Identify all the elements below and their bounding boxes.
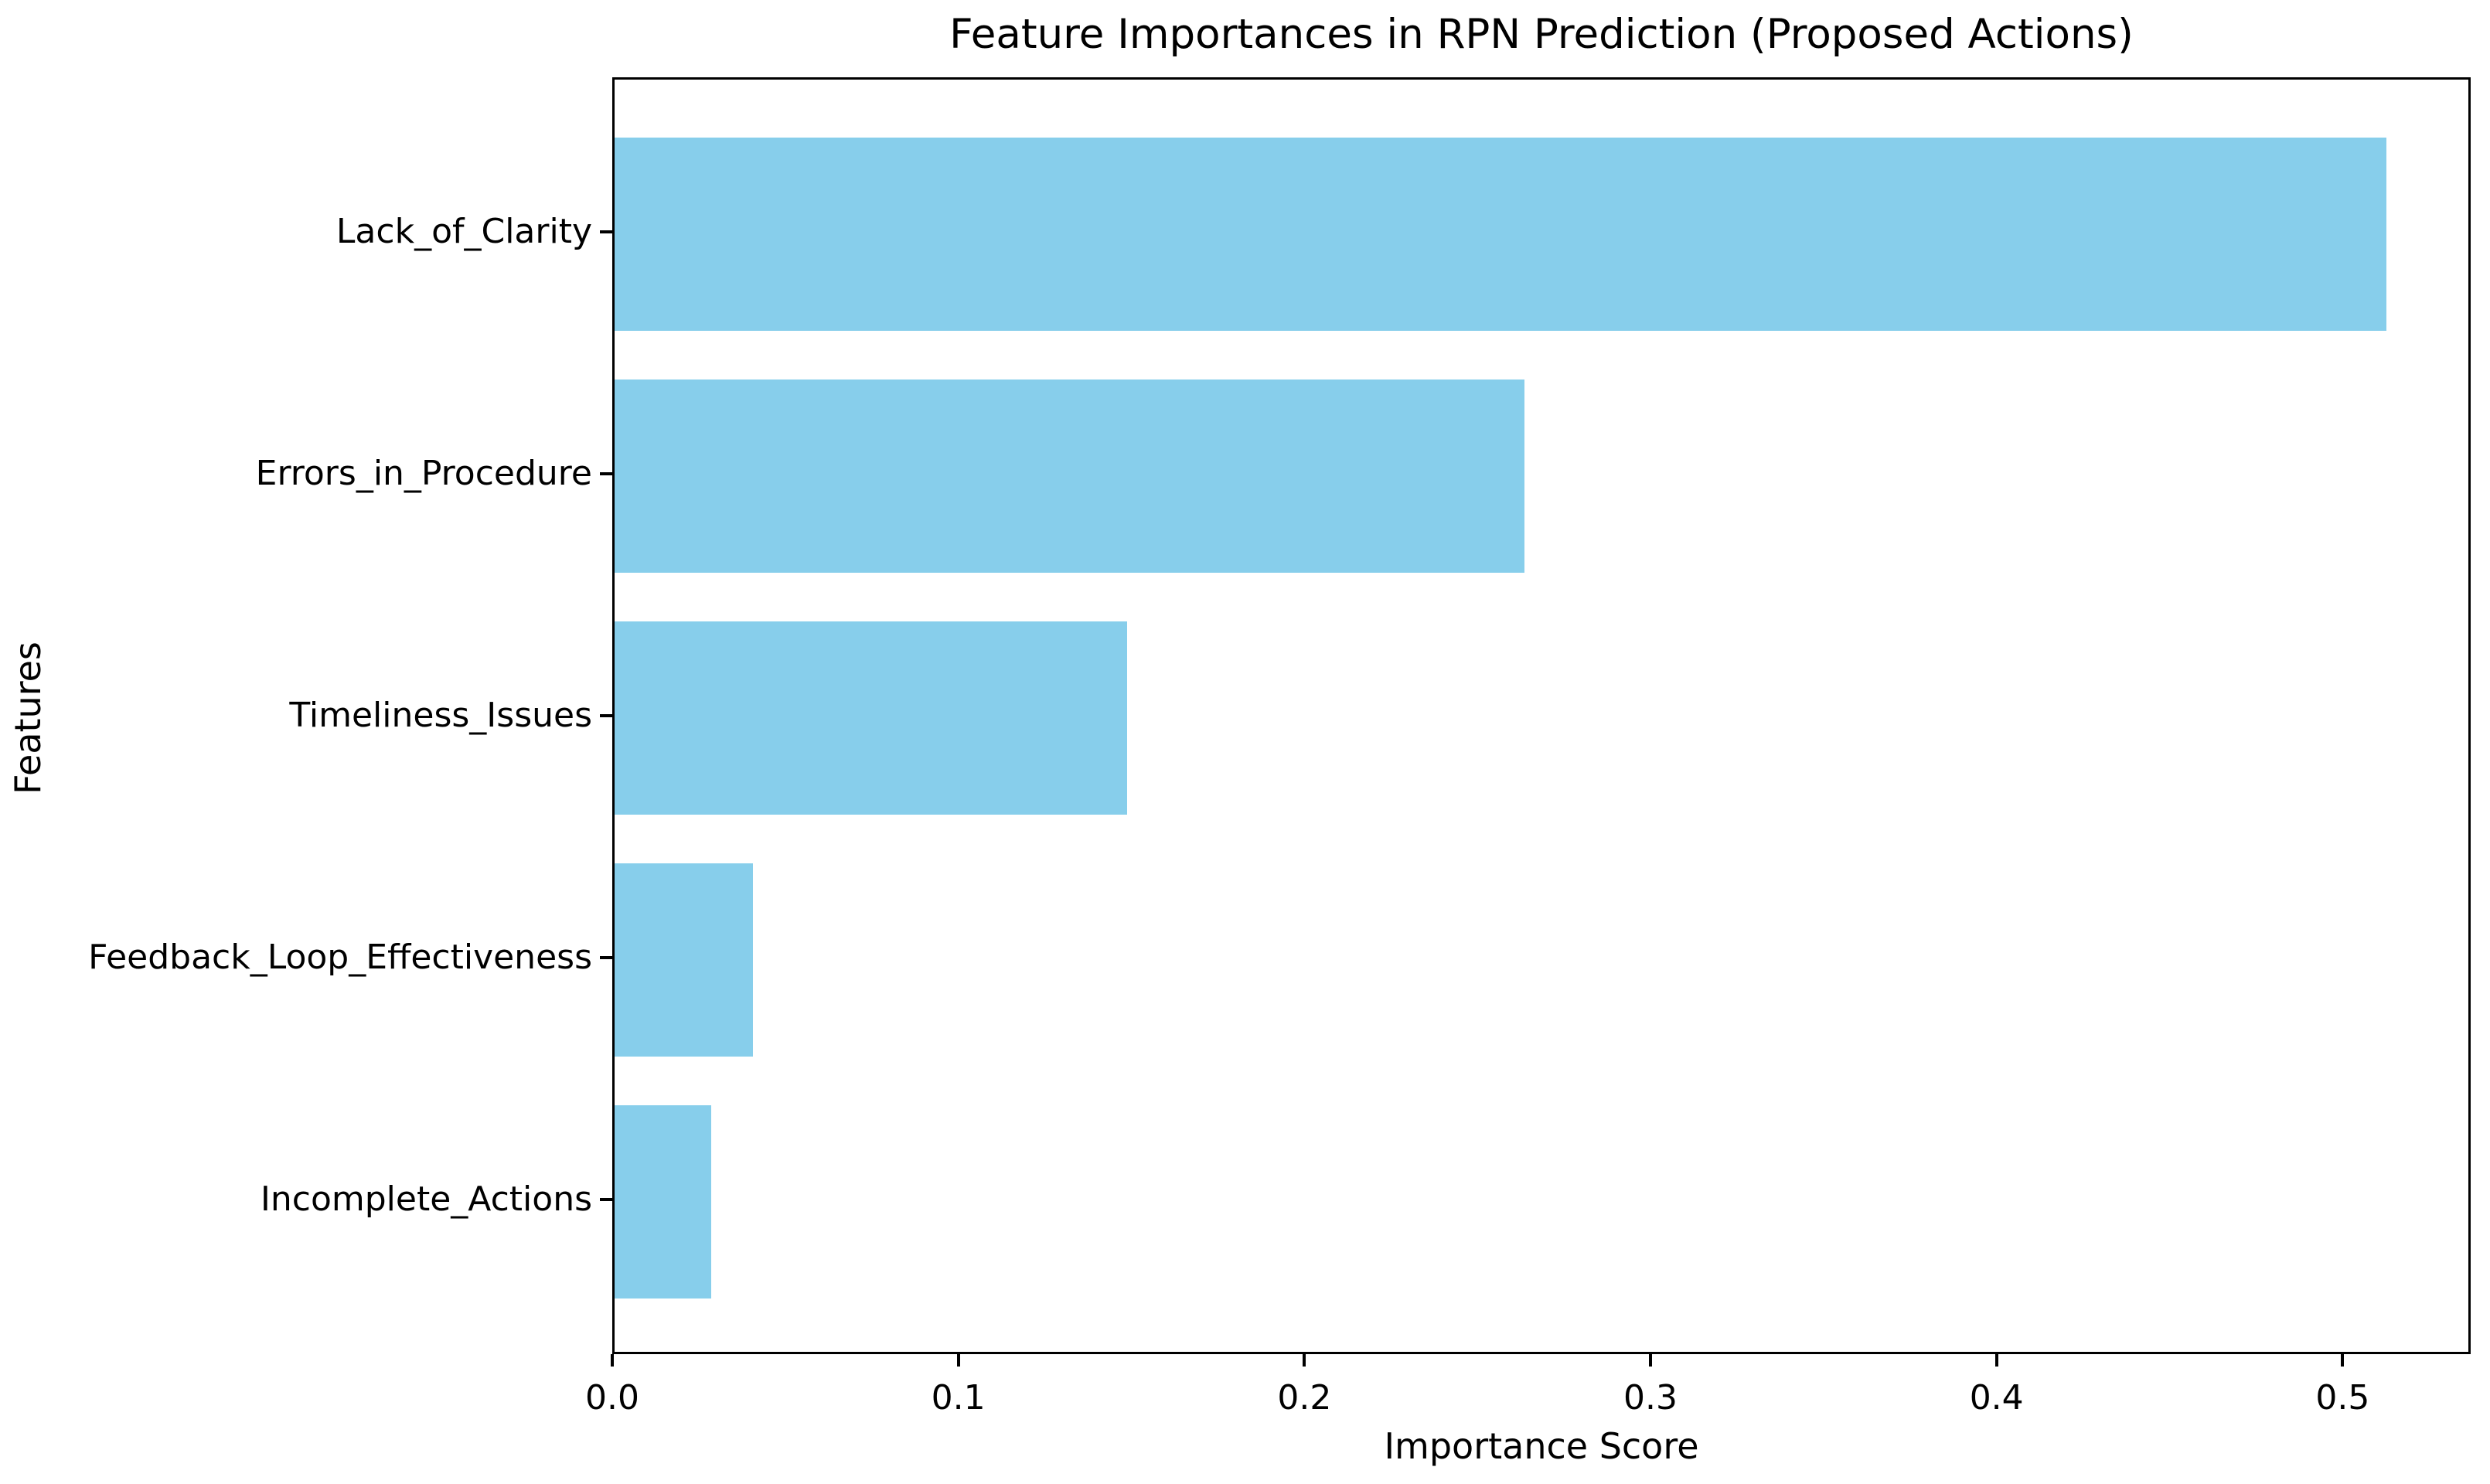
y-tick-label: Lack_of_Clarity (336, 212, 592, 251)
x-axis-label: Importance Score (1384, 1425, 1699, 1467)
x-tick (611, 1354, 614, 1367)
chart-title: Feature Importances in RPN Prediction (P… (949, 11, 2134, 58)
x-tick-label: 0.0 (585, 1378, 639, 1418)
x-tick (1994, 1354, 1998, 1367)
x-tick (1303, 1354, 1306, 1367)
bar-incomplete_actions (615, 1105, 712, 1298)
y-tick (600, 956, 612, 959)
y-tick-label: Incomplete_Actions (260, 1179, 592, 1219)
x-tick (1649, 1354, 1653, 1367)
bar-feedback_loop_effectiveness (615, 863, 754, 1057)
y-tick (600, 714, 612, 717)
x-tick (2341, 1354, 2345, 1367)
y-tick (600, 230, 612, 233)
x-tick-label: 0.1 (931, 1378, 986, 1418)
y-tick-label: Feedback_Loop_Effectiveness (88, 938, 592, 977)
y-tick-label: Errors_in_Procedure (255, 454, 592, 493)
x-tick-label: 0.5 (2315, 1378, 2370, 1418)
bar-errors_in_procedure (615, 380, 1525, 573)
plot-area (612, 77, 2471, 1354)
x-tick (956, 1354, 960, 1367)
x-tick-label: 0.2 (1277, 1378, 1332, 1418)
x-tick-label: 0.4 (1969, 1378, 2024, 1418)
bar-timeliness_issues (615, 621, 1127, 815)
y-tick-label: Timeliness_Issues (289, 696, 592, 735)
y-tick (600, 472, 612, 475)
x-tick-label: 0.3 (1623, 1378, 1678, 1418)
y-tick (600, 1198, 612, 1201)
bar-lack_of_clarity (615, 138, 2387, 331)
